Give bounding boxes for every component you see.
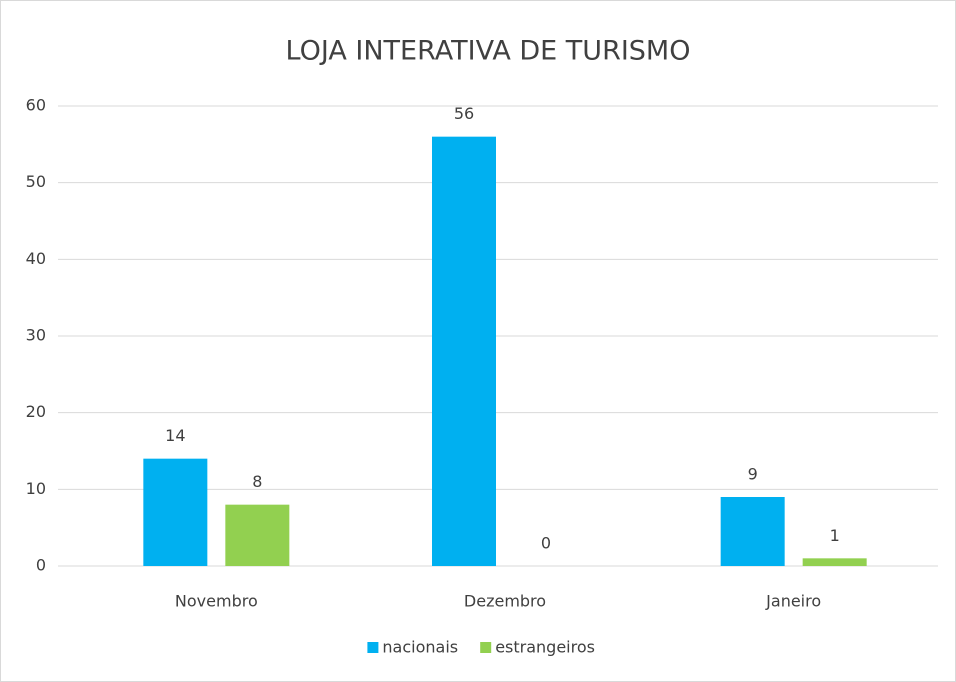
data-label: 1: [830, 526, 840, 545]
legend-swatch: [367, 642, 379, 653]
y-tick-label: 40: [26, 249, 46, 268]
x-tick-label: Novembro: [175, 592, 258, 611]
x-tick-label: Dezembro: [464, 592, 546, 611]
data-label: 8: [252, 472, 262, 491]
data-label: 14: [165, 426, 185, 445]
data-label: 0: [541, 534, 551, 553]
y-tick-label: 20: [26, 402, 46, 421]
data-label: 9: [748, 465, 758, 484]
bar: [720, 497, 785, 566]
bar: [802, 558, 867, 566]
y-tick-label: 0: [36, 556, 46, 575]
y-tick-label: 30: [26, 326, 46, 345]
bar: [432, 136, 496, 566]
chart-title: LOJA INTERATIVA DE TURISMO: [286, 36, 691, 67]
y-tick-label: 60: [26, 96, 46, 115]
y-tick-label: 50: [26, 172, 46, 191]
bar: [225, 504, 290, 566]
legend-label: nacionais: [382, 638, 458, 657]
bar: [143, 458, 208, 566]
legend-swatch: [480, 642, 492, 653]
legend-label: estrangeiros: [495, 638, 595, 657]
data-label: 56: [454, 104, 474, 123]
y-tick-label: 10: [26, 479, 46, 498]
x-tick-label: Janeiro: [765, 592, 821, 611]
